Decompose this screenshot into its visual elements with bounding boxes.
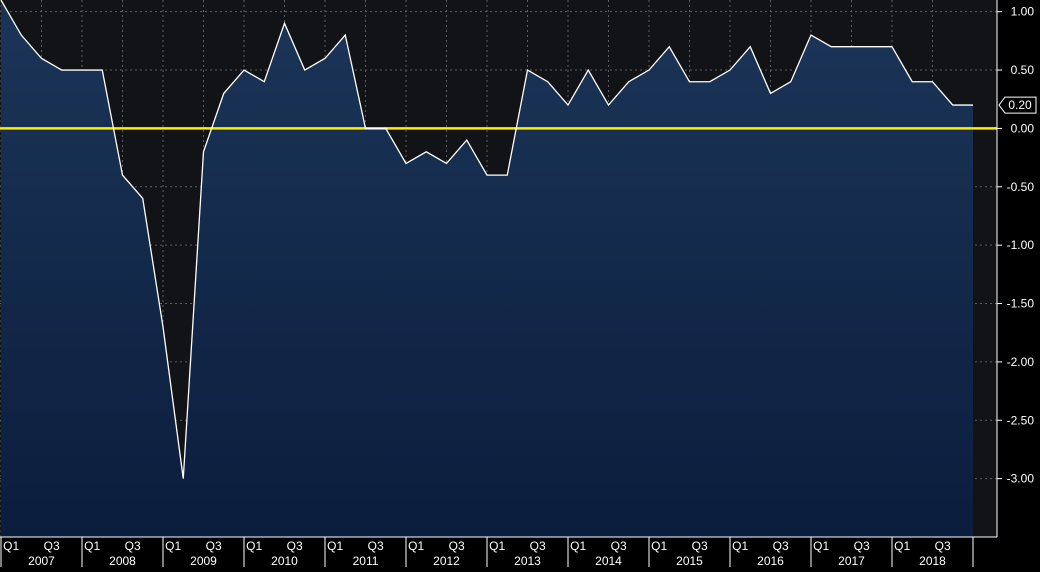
y-tick-label: -3.00: [1007, 472, 1035, 486]
series-line: [0, 0, 973, 479]
x-year-label: 2016: [757, 554, 784, 567]
x-year-label: 2009: [190, 554, 217, 567]
x-quarter-label: Q3: [449, 539, 465, 553]
y-tick-label: -0.50: [1007, 180, 1035, 194]
x-quarter-label: Q1: [3, 539, 19, 553]
x-quarter-label: Q3: [125, 539, 141, 553]
x-quarter-label: Q3: [206, 539, 222, 553]
x-quarter-label: Q3: [44, 539, 60, 553]
x-quarter-label: Q1: [570, 539, 586, 553]
y-tick-label: -2.50: [1007, 413, 1035, 427]
y-tick-label: -1.50: [1007, 297, 1035, 311]
x-quarter-label: Q3: [368, 539, 384, 553]
last-value-label: 0.20: [1008, 98, 1032, 112]
x-quarter-label: Q1: [489, 539, 505, 553]
x-quarter-label: Q3: [773, 539, 789, 553]
y-tick-label: -1.00: [1007, 238, 1035, 252]
x-quarter-label: Q3: [611, 539, 627, 553]
y-tick-label: -2.00: [1007, 355, 1035, 369]
x-quarter-label: Q1: [84, 539, 100, 553]
x-year-label: 2015: [676, 554, 703, 567]
x-year-label: 2018: [919, 554, 946, 567]
x-year-label: 2010: [271, 554, 298, 567]
x-year-label: 2011: [353, 554, 379, 567]
last-value-box: [998, 96, 1037, 114]
x-quarter-label: Q1: [813, 539, 829, 553]
x-year-label: 2014: [595, 554, 622, 567]
last-value-marker: 0.20: [998, 96, 1037, 114]
x-quarter-label: Q1: [408, 539, 424, 553]
x-year-label: 2013: [514, 554, 541, 567]
x-quarter-label: Q1: [651, 539, 667, 553]
y-tick-label: 1.00: [1011, 5, 1035, 19]
x-quarter-label: Q1: [165, 539, 181, 553]
y-axis: 1.00 0.50 0.00 -0.50 -1.00 -1.50 -2.00 -2.50 -3.…: [996, 0, 1035, 537]
y-tick-label: 0.50: [1011, 63, 1035, 77]
x-quarter-label: Q3: [530, 539, 546, 553]
x-quarter-label: Q1: [894, 539, 910, 553]
x-quarter-label: Q3: [854, 539, 870, 553]
x-quarter-label: Q1: [327, 539, 343, 553]
x-quarter-label: Q3: [287, 539, 303, 553]
x-quarter-label: Q3: [935, 539, 951, 553]
x-quarter-label: Q1: [246, 539, 262, 553]
x-year-label: 2007: [28, 554, 55, 567]
x-year-label: 2008: [109, 554, 136, 567]
x-quarter-label: Q3: [692, 539, 708, 553]
x-quarter-label: Q1: [732, 539, 748, 553]
y-tick-label: 0.00: [1011, 121, 1035, 135]
x-year-label: 2017: [838, 554, 865, 567]
x-year-label: 2012: [433, 554, 460, 567]
series-area: [1, 0, 973, 537]
